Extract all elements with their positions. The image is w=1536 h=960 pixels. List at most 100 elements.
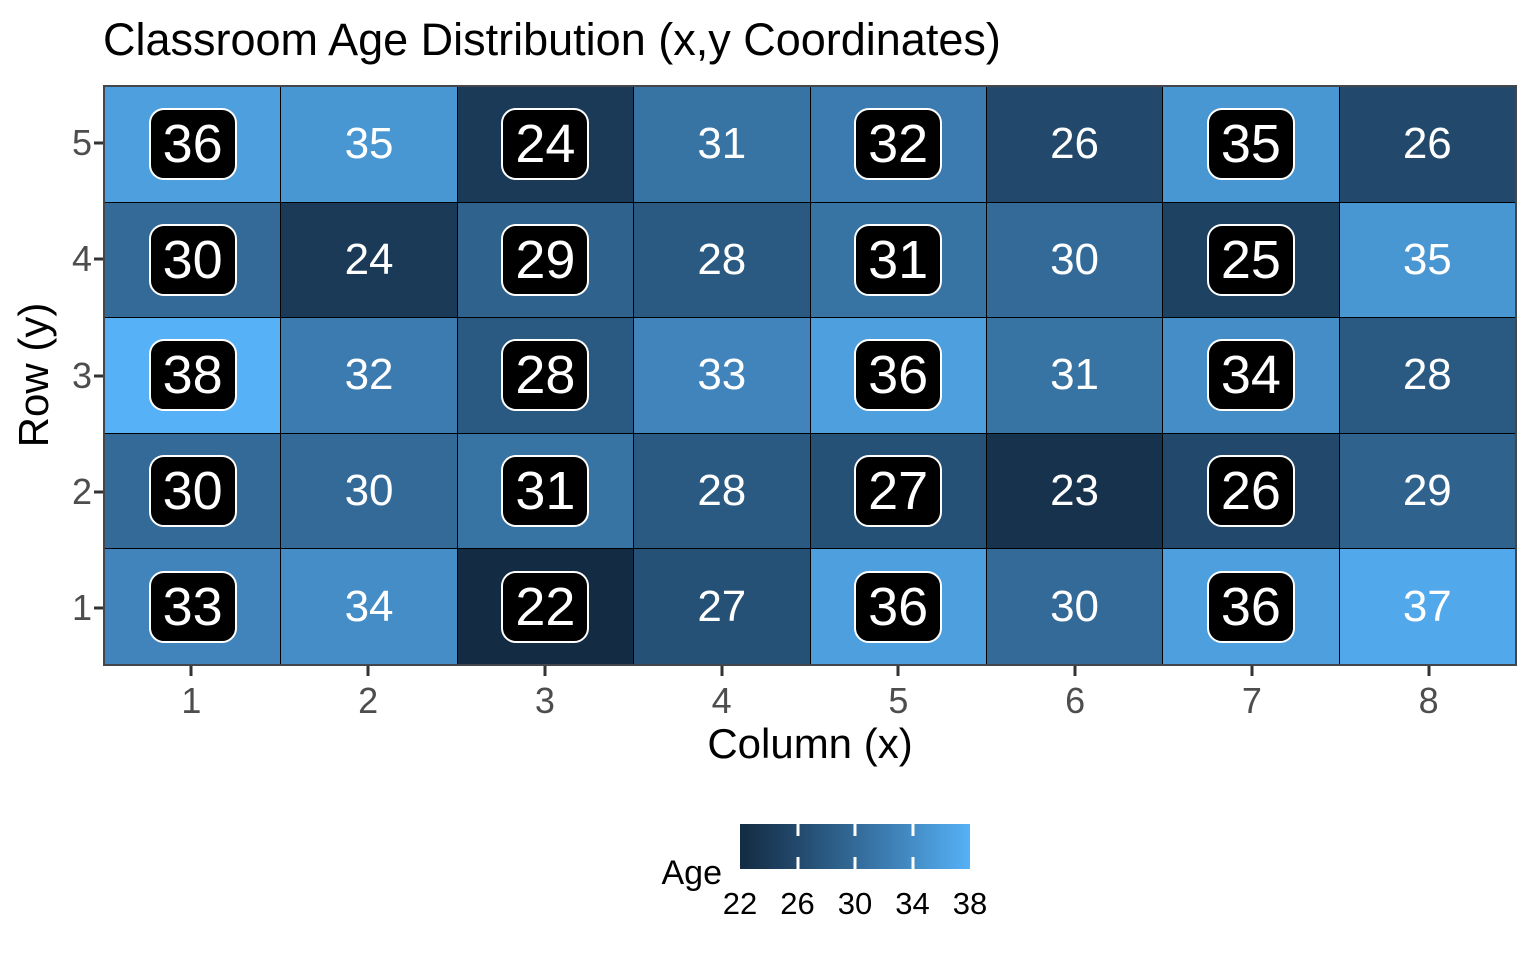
heatmap-cell: 28 bbox=[634, 202, 810, 318]
cell-value-label: 30 bbox=[344, 466, 394, 516]
heatmap-cell: 37 bbox=[1339, 549, 1515, 664]
cell-value-box: 36 bbox=[854, 570, 943, 643]
x-axis-title: Column (x) bbox=[707, 720, 913, 767]
cell-value-label: 31 bbox=[1050, 350, 1100, 400]
colorbar-tick-label: 26 bbox=[780, 886, 815, 921]
cell-value-label: 28 bbox=[1402, 350, 1452, 400]
heatmap-cell: 27 bbox=[810, 433, 986, 549]
cell-value-label: 30 bbox=[1050, 581, 1100, 631]
colorbar-tick-label: 38 bbox=[952, 886, 988, 921]
heatmap-cell: 28 bbox=[1339, 318, 1515, 433]
cell-value-box: 35 bbox=[1206, 108, 1295, 181]
heatmap-cell: 34 bbox=[1163, 318, 1339, 433]
x-tick-label: 1 bbox=[181, 680, 202, 721]
heatmap-cell: 32 bbox=[281, 318, 457, 433]
x-tick-mark bbox=[189, 666, 193, 676]
heatmap-cell: 30 bbox=[105, 433, 281, 549]
cell-value-box: 28 bbox=[501, 339, 590, 412]
x-tick-mark bbox=[1073, 666, 1077, 676]
cell-value-label: 33 bbox=[697, 350, 747, 400]
cell-value-box: 29 bbox=[501, 223, 590, 296]
x-tick-mark bbox=[896, 666, 900, 676]
heatmap-cell: 22 bbox=[457, 549, 634, 664]
y-tick-mark bbox=[94, 141, 103, 145]
x-tick-label: 7 bbox=[1241, 680, 1262, 721]
cell-value-label: 29 bbox=[1402, 466, 1452, 516]
cell-value-label: 32 bbox=[344, 350, 394, 400]
heatmap-cell: 29 bbox=[1339, 433, 1515, 549]
cell-value-label: 37 bbox=[1402, 581, 1452, 631]
y-tick-mark bbox=[94, 257, 103, 261]
cell-value-label: 26 bbox=[1050, 119, 1100, 169]
heatmap-cell: 31 bbox=[457, 433, 634, 549]
cell-value-label: 35 bbox=[1402, 234, 1452, 284]
y-tick-label: 5 bbox=[71, 122, 92, 164]
heatmap-cell: 30 bbox=[986, 202, 1163, 318]
cell-value-label: 35 bbox=[344, 119, 394, 169]
cell-value-box: 32 bbox=[854, 108, 943, 181]
cell-value-label: 28 bbox=[697, 234, 747, 284]
colorbar-tick-mark bbox=[853, 857, 857, 869]
heatmap-cell: 38 bbox=[105, 318, 281, 433]
heatmap-cell: 24 bbox=[457, 87, 634, 202]
y-tick-mark bbox=[94, 606, 103, 610]
x-tick-label: 5 bbox=[888, 680, 909, 721]
heatmap-cell: 36 bbox=[810, 318, 986, 433]
x-tick-label: 2 bbox=[358, 680, 379, 721]
cell-value-box: 31 bbox=[501, 455, 590, 528]
heatmap-cell: 28 bbox=[634, 433, 810, 549]
cell-value-box: 27 bbox=[854, 455, 943, 528]
chart-title: Classroom Age Distribution (x,y Coordina… bbox=[103, 14, 1001, 65]
x-tick-mark bbox=[366, 666, 370, 676]
x-tick-mark bbox=[720, 666, 724, 676]
x-tick-mark bbox=[1427, 666, 1431, 676]
cell-value-box: 36 bbox=[1206, 570, 1295, 643]
heatmap-cell: 26 bbox=[1339, 87, 1515, 202]
cell-value-box: 25 bbox=[1206, 223, 1295, 296]
heatmap-cell: 36 bbox=[1163, 549, 1339, 664]
heatmap-cell: 31 bbox=[634, 87, 810, 202]
legend-title: Age bbox=[661, 854, 723, 892]
cell-value-box: 26 bbox=[1206, 455, 1295, 528]
colorbar-tick-mark bbox=[911, 824, 914, 836]
cell-value-label: 26 bbox=[1402, 119, 1452, 169]
heatmap-panel: 36 35 24 31 32 26 35 26 30 24 29 28 31 30 25 35 38 32 28 33… bbox=[103, 85, 1517, 666]
x-tick-label: 3 bbox=[534, 680, 555, 721]
heatmap-cell: 30 bbox=[105, 202, 281, 318]
colorbar-tick-label: 22 bbox=[722, 886, 758, 921]
heatmap-cell: 31 bbox=[986, 318, 1163, 433]
heatmap-cell: 32 bbox=[810, 87, 986, 202]
y-tick-label: 4 bbox=[71, 238, 92, 280]
y-tick-label: 2 bbox=[71, 470, 92, 512]
colorbar-tick-mark bbox=[796, 824, 799, 836]
cell-value-box: 30 bbox=[148, 455, 237, 528]
heatmap-cell: 34 bbox=[281, 549, 457, 664]
y-tick-label: 3 bbox=[71, 354, 92, 396]
heatmap-cell: 35 bbox=[281, 87, 457, 202]
x-tick-mark bbox=[1250, 666, 1254, 676]
colorbar-tick-mark bbox=[853, 824, 857, 836]
heatmap-cell: 28 bbox=[457, 318, 634, 433]
cell-value-box: 36 bbox=[854, 339, 943, 412]
heatmap-cell: 26 bbox=[1163, 433, 1339, 549]
y-tick-label: 1 bbox=[71, 586, 92, 628]
x-tick-label: 4 bbox=[711, 680, 732, 721]
colorbar-tick-label: 34 bbox=[895, 886, 930, 921]
y-tick-mark bbox=[94, 490, 103, 494]
x-tick-label: 8 bbox=[1418, 680, 1439, 721]
y-axis-title: Row (y) bbox=[10, 302, 57, 448]
heatmap-cell: 30 bbox=[281, 433, 457, 549]
cell-value-box: 30 bbox=[148, 223, 237, 296]
heatmap-cell: 35 bbox=[1163, 87, 1339, 202]
colorbar-tick-mark bbox=[796, 857, 799, 869]
heatmap-cell: 30 bbox=[986, 549, 1163, 664]
heatmap-cell: 35 bbox=[1339, 202, 1515, 318]
cell-value-box: 36 bbox=[148, 108, 237, 181]
heatmap-cell: 26 bbox=[986, 87, 1163, 202]
x-tick-label: 6 bbox=[1065, 680, 1086, 721]
cell-value-box: 34 bbox=[1206, 339, 1295, 412]
y-tick-mark bbox=[94, 374, 103, 377]
cell-value-label: 30 bbox=[1050, 234, 1100, 284]
cell-value-label: 31 bbox=[697, 119, 747, 169]
